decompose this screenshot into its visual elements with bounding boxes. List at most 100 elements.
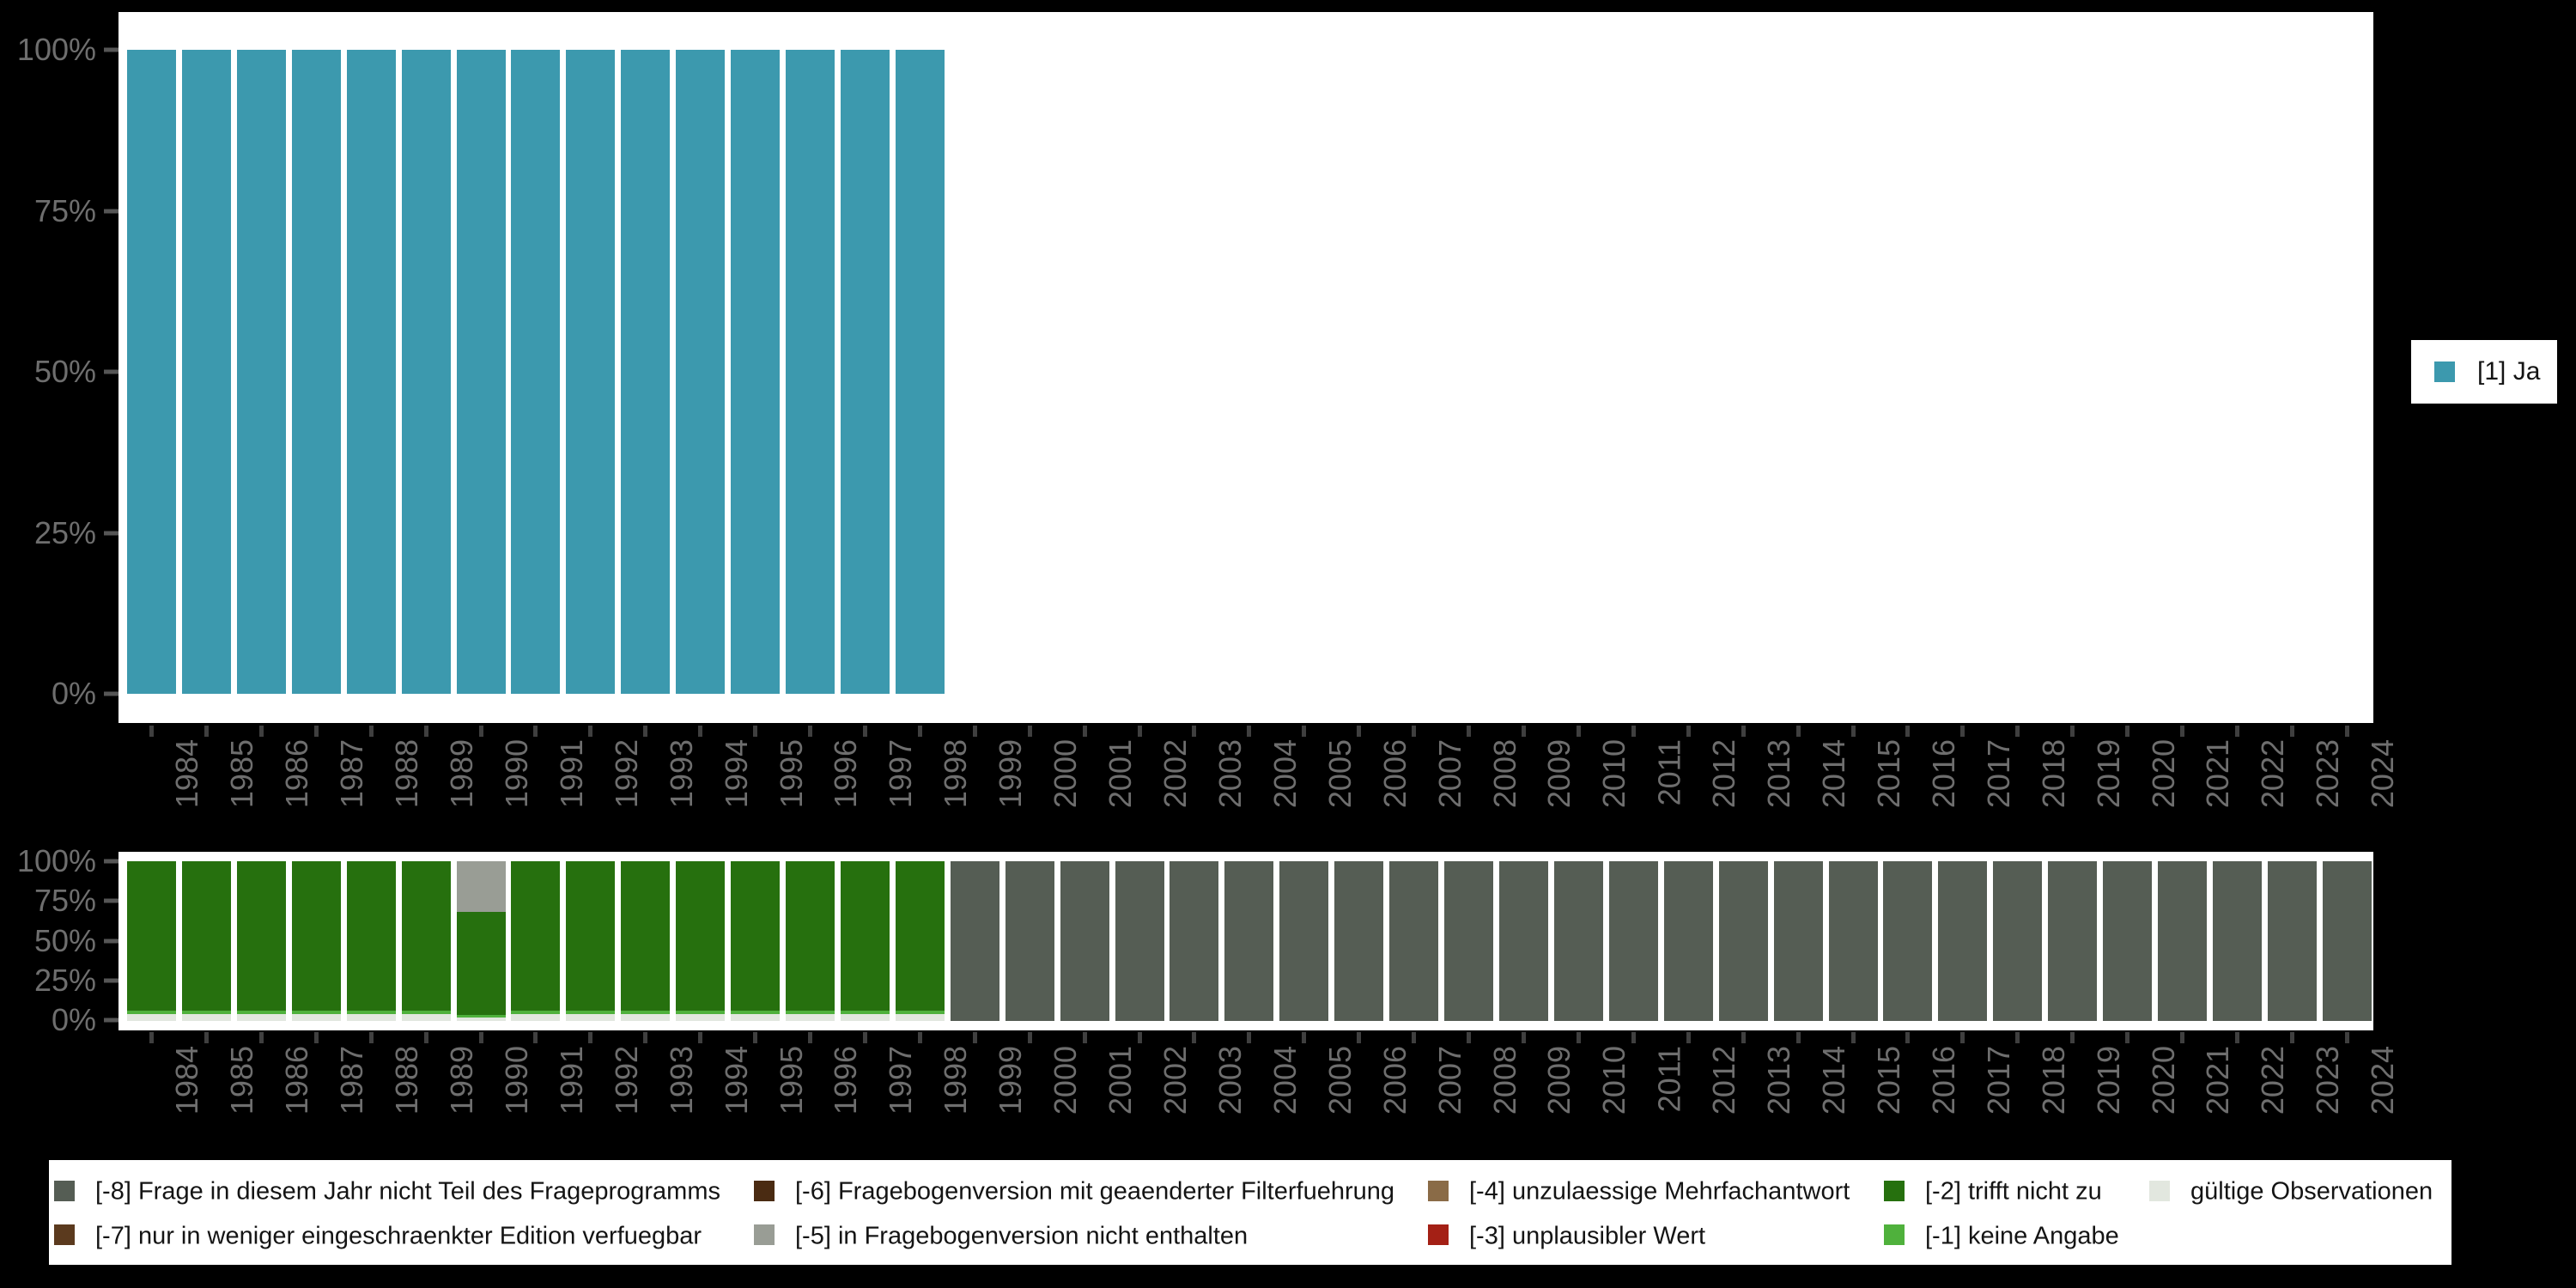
bar-segment--2 xyxy=(731,861,781,1011)
x-axis-tick xyxy=(1522,1032,1526,1043)
x-axis-tick xyxy=(588,726,593,737)
x-axis-tick xyxy=(533,1032,538,1043)
x-axis-tick xyxy=(917,726,922,737)
x-axis-year-label: 2012 xyxy=(1706,1046,1742,1115)
bar-2022 xyxy=(2212,861,2262,1021)
x-axis-year-label: 1989 xyxy=(444,1046,480,1115)
x-axis-tick xyxy=(643,1032,648,1043)
x-axis-year-label: 1996 xyxy=(828,1046,864,1115)
bar-1999 xyxy=(950,861,999,1021)
bar-segment--8 xyxy=(1279,861,1329,1021)
x-axis-year-label: 1994 xyxy=(718,1046,754,1115)
legend-swatch-ja xyxy=(2434,361,2455,382)
x-axis-tick xyxy=(1357,726,1362,737)
bar-segment--2 xyxy=(566,861,616,1011)
bar-segment-1 xyxy=(840,50,890,694)
x-axis-year-label: 2003 xyxy=(1212,1046,1248,1115)
bar-1992 xyxy=(566,861,616,1021)
x-axis-tick xyxy=(2070,726,2075,737)
bar-1996 xyxy=(786,861,835,1021)
legend-swatch--6 xyxy=(754,1181,775,1201)
bar-segment--1 xyxy=(511,1010,561,1014)
bar-2003 xyxy=(1170,861,1219,1021)
x-axis-tick xyxy=(1741,726,1746,737)
bar-segment-1 xyxy=(621,50,671,694)
y-axis-label: 75% xyxy=(33,192,96,228)
x-axis-tick xyxy=(698,1032,703,1043)
bar-2002 xyxy=(1115,861,1164,1021)
bar-2004 xyxy=(1224,861,1274,1021)
bar-segment-1 xyxy=(456,50,506,694)
bar-segment--8 xyxy=(1718,861,1768,1021)
x-axis-year-label: 1990 xyxy=(499,739,535,809)
x-axis-year-label: 1987 xyxy=(334,1046,370,1115)
bar-segment--8 xyxy=(2103,861,2153,1021)
x-axis-tick xyxy=(1905,1032,1911,1043)
bar-segment--2 xyxy=(511,861,561,1011)
bar-segment--8 xyxy=(1883,861,1933,1021)
bar-1991 xyxy=(511,861,561,1021)
bar-segment--8 xyxy=(1060,861,1109,1021)
x-axis-tick xyxy=(2289,1032,2294,1043)
bar-2019 xyxy=(2048,861,2098,1021)
x-axis-tick xyxy=(2125,1032,2130,1043)
x-axis-tick xyxy=(972,1032,977,1043)
x-axis-tick xyxy=(1247,726,1252,737)
bar-2023 xyxy=(2267,861,2317,1021)
x-axis-tick xyxy=(423,1032,428,1043)
bar-segment--1 xyxy=(456,1014,506,1018)
x-axis-year-label: 1996 xyxy=(828,739,864,809)
bar-segment--1 xyxy=(786,1010,835,1014)
y-axis-label: 25% xyxy=(33,962,96,998)
x-axis-tick xyxy=(2344,1032,2349,1043)
x-axis-year-label: 2005 xyxy=(1321,739,1358,809)
x-axis-year-label: 1985 xyxy=(224,1046,260,1115)
x-axis-year-label: 2020 xyxy=(2145,739,2181,809)
bar-1990 xyxy=(456,50,506,694)
x-axis-tick xyxy=(423,726,428,737)
bar-segment-1 xyxy=(566,50,616,694)
x-axis-year-label: 2022 xyxy=(2255,739,2291,809)
x-axis-year-label: 1991 xyxy=(553,739,589,809)
bar-segment--8 xyxy=(2267,861,2317,1021)
x-axis-tick xyxy=(1412,1032,1417,1043)
x-axis-year-label: 2006 xyxy=(1376,739,1413,809)
bar-segment-valid xyxy=(566,1013,616,1021)
bar-segment--8 xyxy=(1170,861,1219,1021)
bar-1985 xyxy=(181,50,231,694)
y-axis-tick xyxy=(104,1018,118,1023)
frequencies-legend: [1] Ja xyxy=(2411,340,2557,404)
bar-segment-1 xyxy=(346,50,396,694)
x-axis-tick xyxy=(368,726,374,737)
y-axis-tick xyxy=(104,939,118,943)
bar-1990 xyxy=(456,861,506,1021)
legend-label--6: [-6] Fragebogenversion mit geaenderter F… xyxy=(795,1177,1394,1206)
bar-segment-1 xyxy=(676,50,726,694)
x-axis-year-label: 1990 xyxy=(499,1046,535,1115)
x-axis-year-label: 2009 xyxy=(1541,1046,1577,1115)
bar-2012 xyxy=(1663,861,1713,1021)
x-axis-year-label: 2010 xyxy=(1596,739,1632,809)
x-axis-tick xyxy=(917,1032,922,1043)
legend-label--2: [-2] trifft nicht zu xyxy=(1925,1177,2102,1206)
x-axis-tick xyxy=(1686,1032,1691,1043)
bar-2008 xyxy=(1444,861,1494,1021)
x-axis-year-label: 2015 xyxy=(1871,739,1907,809)
y-axis-tick xyxy=(104,209,118,213)
x-axis-tick xyxy=(1467,726,1472,737)
x-axis-year-label: 1988 xyxy=(389,739,425,809)
x-axis-tick xyxy=(1631,1032,1636,1043)
x-axis-tick xyxy=(1850,726,1856,737)
bar-1997 xyxy=(840,861,890,1021)
x-axis-tick xyxy=(2180,726,2185,737)
bar-2009 xyxy=(1499,861,1548,1021)
bar-segment--2 xyxy=(456,911,506,1015)
x-axis-tick xyxy=(1960,1032,1965,1043)
bar-segment-1 xyxy=(511,50,561,694)
x-axis-tick xyxy=(1192,1032,1197,1043)
legend-swatch--5 xyxy=(754,1224,775,1245)
x-axis-year-label: 2005 xyxy=(1321,1046,1358,1115)
bar-2001 xyxy=(1060,861,1109,1021)
bar-segment--8 xyxy=(1828,861,1878,1021)
y-axis-tick xyxy=(104,369,118,374)
